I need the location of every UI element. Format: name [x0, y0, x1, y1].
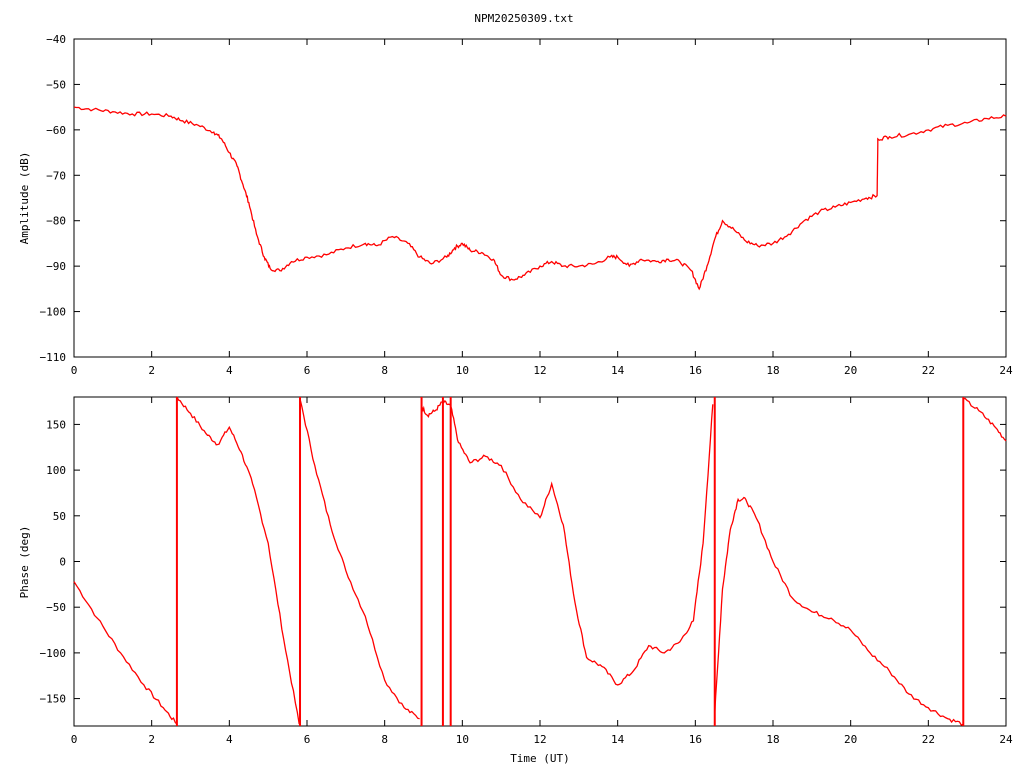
phase-y-tick-label: 0: [59, 556, 66, 569]
phase-x-tick-label: 24: [999, 733, 1013, 746]
amplitude-x-tick-label: 18: [766, 364, 779, 377]
phase-x-tick-label: 20: [844, 733, 857, 746]
amplitude-x-tick-label: 24: [999, 364, 1013, 377]
amplitude-x-tick-label: 8: [381, 364, 388, 377]
phase-x-tick-label: 0: [71, 733, 78, 746]
amplitude-y-tick-label: −70: [46, 169, 66, 182]
amplitude-y-tick-label: −60: [46, 124, 66, 137]
chart-title: NPM20250309.txt: [474, 12, 573, 25]
amplitude-x-tick-label: 10: [456, 364, 469, 377]
phase-x-tick-label: 16: [689, 733, 702, 746]
phase-x-tick-label: 18: [766, 733, 779, 746]
phase-series-line: [420, 399, 714, 686]
phase-x-tick-label: 10: [456, 733, 469, 746]
amplitude-ticks: 0 2 4 6 8 10 12 14 16 18 20 22 24−110−100−90−80−70−6…: [40, 33, 1013, 377]
phase-x-tick-label: 6: [304, 733, 311, 746]
amplitude-panel: Amplitude (dB) 0 2 4 6 8 10 12 14 16 18 20 22 24−110…: [18, 33, 1013, 377]
amplitude-y-tick-label: −100: [40, 306, 67, 319]
phase-ticks: 0 2 4 6 8 10 12 14 16 18 20 22 24−150−100−5005010015…: [40, 397, 1013, 746]
amplitude-x-tick-label: 0: [71, 364, 78, 377]
phase-series-line: [176, 396, 300, 725]
phase-y-tick-label: 150: [46, 418, 66, 431]
phase-y-tick-label: −50: [46, 601, 66, 614]
x-axis-label: Time (UT): [510, 752, 570, 765]
phase-x-tick-label: 12: [533, 733, 546, 746]
phase-x-tick-label: 4: [226, 733, 233, 746]
amplitude-x-tick-label: 6: [304, 364, 311, 377]
phase-series: [73, 396, 1007, 726]
amplitude-x-tick-label: 20: [844, 364, 857, 377]
amplitude-x-tick-label: 14: [611, 364, 625, 377]
amplitude-series-line: [73, 106, 1007, 291]
phase-y-tick-label: −150: [40, 693, 67, 706]
amplitude-x-tick-label: 4: [226, 364, 233, 377]
amplitude-y-tick-label: −110: [40, 351, 67, 364]
amplitude-y-tick-label: −90: [46, 260, 66, 273]
amplitude-y-axis-label: Amplitude (dB): [18, 152, 31, 245]
phase-panel: Phase (deg) Time (UT) 0 2 4 6 8 10 12 14 16 18 20 2…: [18, 396, 1013, 765]
phase-series-line: [714, 496, 964, 726]
phase-x-tick-label: 22: [922, 733, 935, 746]
phase-x-tick-label: 8: [381, 733, 388, 746]
phase-series-line: [963, 397, 1007, 442]
phase-y-tick-label: 100: [46, 464, 66, 477]
amplitude-series: [73, 106, 1007, 291]
phase-y-tick-label: −100: [40, 647, 67, 660]
phase-series-line: [73, 581, 178, 725]
phase-series-line: [299, 398, 420, 720]
phase-x-tick-label: 14: [611, 733, 625, 746]
amplitude-x-tick-label: 2: [148, 364, 155, 377]
amplitude-x-tick-label: 22: [922, 364, 935, 377]
amplitude-y-tick-label: −80: [46, 215, 66, 228]
amplitude-x-tick-label: 16: [689, 364, 702, 377]
phase-y-tick-label: 50: [53, 510, 66, 523]
amplitude-y-tick-label: −40: [46, 33, 66, 46]
amplitude-y-tick-label: −50: [46, 78, 66, 91]
phase-x-tick-label: 2: [148, 733, 155, 746]
phase-y-axis-label: Phase (deg): [18, 526, 31, 599]
amplitude-x-tick-label: 12: [533, 364, 546, 377]
phase-plot-frame: [73, 396, 1007, 727]
